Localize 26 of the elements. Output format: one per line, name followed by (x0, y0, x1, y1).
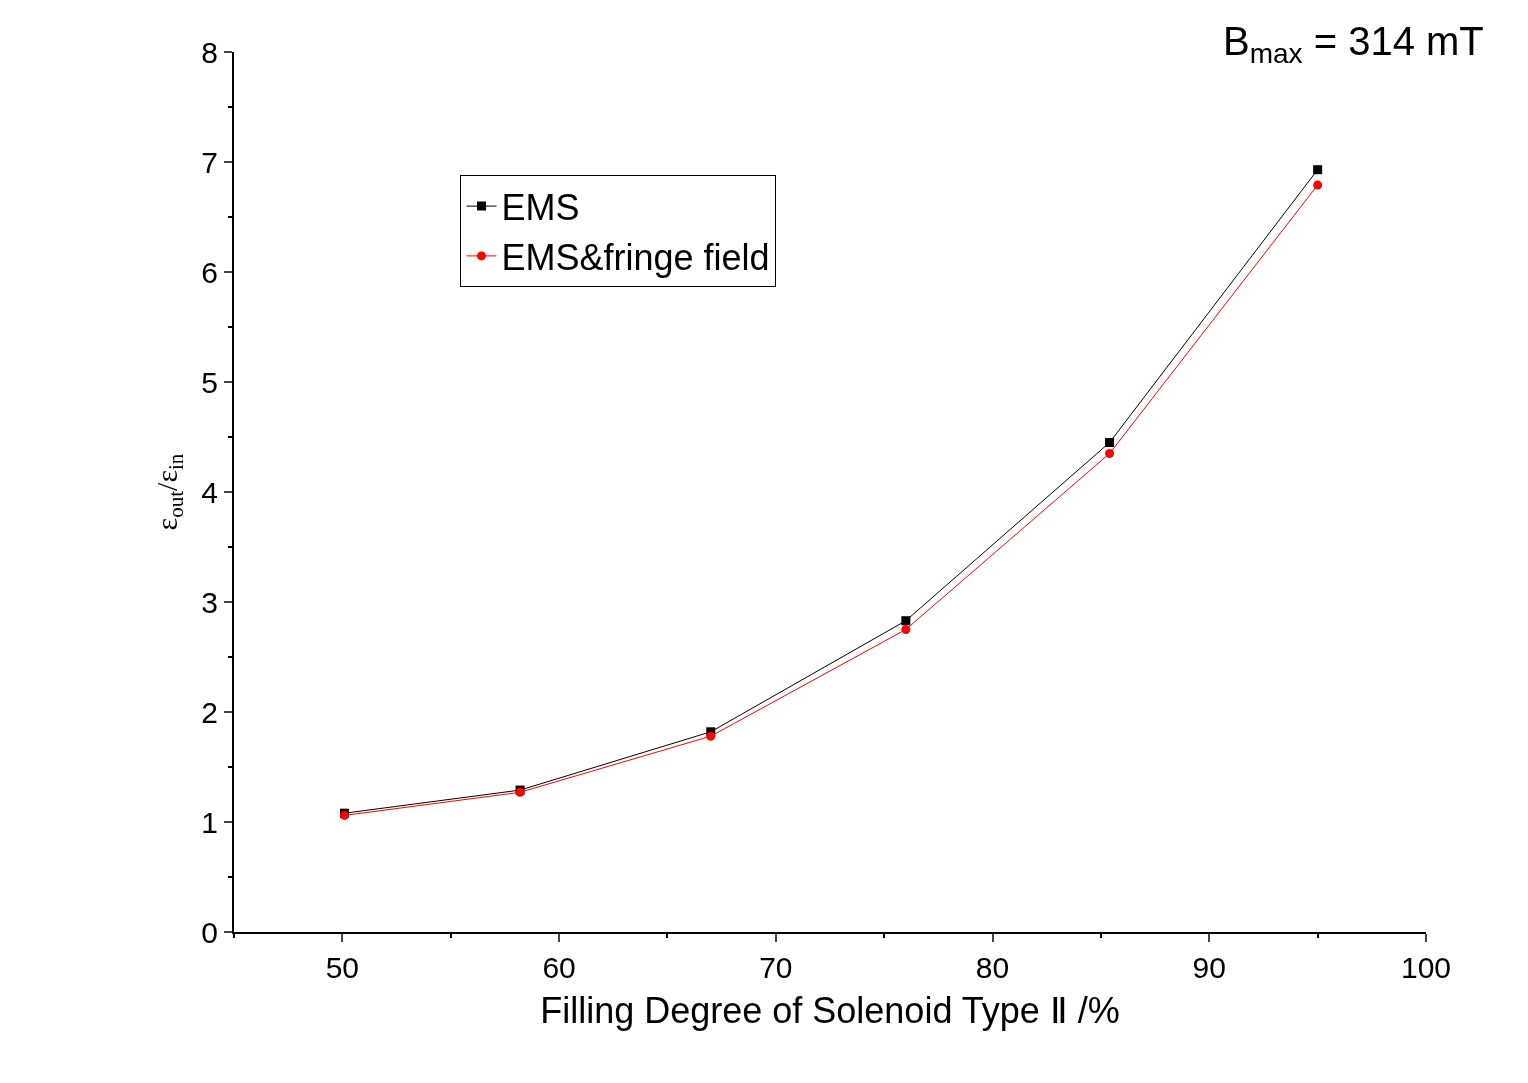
point (1313, 180, 1323, 190)
y-tick-label: 8 (201, 35, 218, 69)
legend-label: EMS&fringe field (501, 236, 770, 278)
point (901, 625, 911, 634)
x-tick-label: 80 (975, 951, 1010, 984)
point (1105, 449, 1115, 458)
point (706, 731, 716, 741)
point (901, 616, 911, 626)
x-tick-label: 60 (542, 951, 576, 984)
y-tick-label: 4 (201, 475, 218, 509)
y-tick-label: 3 (201, 585, 218, 619)
y-tick-label: 2 (201, 695, 218, 729)
y-tick-label: 5 (201, 365, 218, 399)
x-axis-title: Filling Degree of Solenoid Type Ⅱ /% (540, 990, 1120, 1032)
y-tick-label: 7 (201, 145, 218, 179)
y-tick-label: 1 (201, 805, 218, 839)
point (1105, 438, 1115, 447)
y-tick-label: 6 (201, 255, 218, 289)
point (1313, 165, 1323, 175)
x-tick-label: 70 (759, 951, 793, 984)
x-tick-label: 90 (1192, 951, 1226, 984)
x-tick-label: 100 (1400, 951, 1452, 984)
y-tick-label: 0 (201, 915, 218, 949)
x-tick-label: 50 (325, 951, 360, 984)
annotation: B$_{max}$ = 314 mT (1223, 19, 1484, 70)
legend-label: EMS (501, 187, 580, 229)
